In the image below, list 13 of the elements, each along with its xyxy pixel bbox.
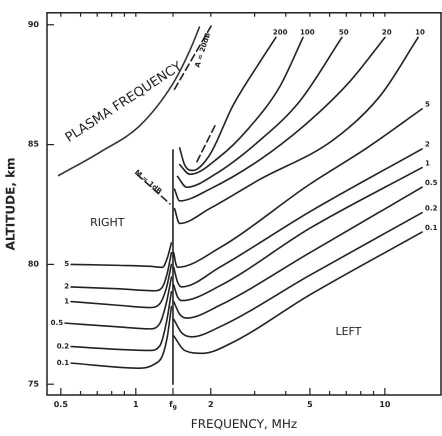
- y-axis-title: ALTITUDE, km: [3, 157, 18, 250]
- y-tick-label: 85: [28, 140, 40, 149]
- x-tick-label: 5: [307, 400, 314, 410]
- x-tick-label: 0.5: [54, 400, 68, 410]
- x-tick-label: 1: [133, 400, 140, 410]
- annotation: RIGHT: [90, 216, 125, 229]
- x-axis-title: FREQUENCY, MHz: [190, 416, 298, 431]
- y-tick-label: 90: [28, 20, 40, 29]
- x-tick-label: 2: [208, 400, 214, 410]
- annotation: LEFT: [335, 324, 362, 338]
- y-tick-label: 80: [28, 259, 40, 268]
- y-tick-label: 75: [28, 379, 40, 388]
- x-tick-label: 10: [379, 400, 391, 410]
